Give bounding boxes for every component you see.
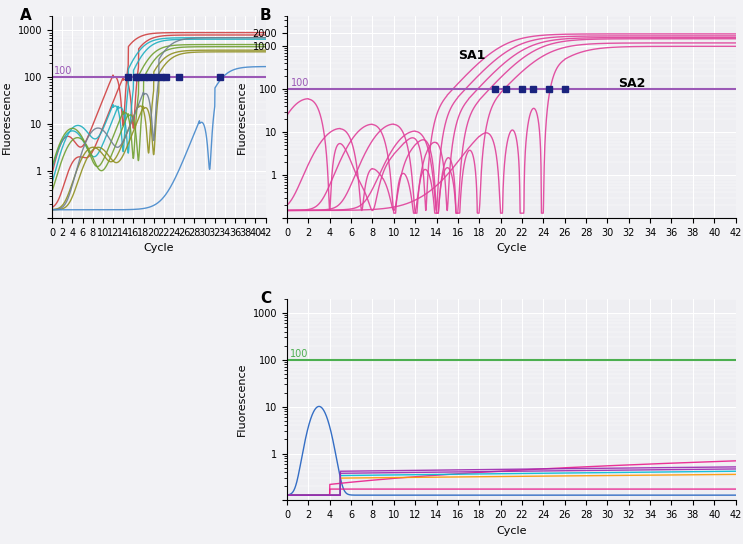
Text: 100: 100 <box>54 66 72 76</box>
Text: C: C <box>260 290 271 306</box>
Text: SA1: SA1 <box>458 50 485 62</box>
Text: B: B <box>260 8 272 23</box>
Text: 100: 100 <box>291 78 310 88</box>
Y-axis label: Fluorescence: Fluorescence <box>237 363 247 436</box>
X-axis label: Cycle: Cycle <box>496 526 527 536</box>
X-axis label: Cycle: Cycle <box>496 243 527 254</box>
Text: SA2: SA2 <box>618 77 646 90</box>
Y-axis label: Fluorescence: Fluorescence <box>237 81 247 154</box>
Y-axis label: Fluorescence: Fluorescence <box>2 81 12 154</box>
X-axis label: Cycle: Cycle <box>143 243 174 254</box>
Text: A: A <box>20 8 32 23</box>
Text: 100: 100 <box>291 349 308 359</box>
